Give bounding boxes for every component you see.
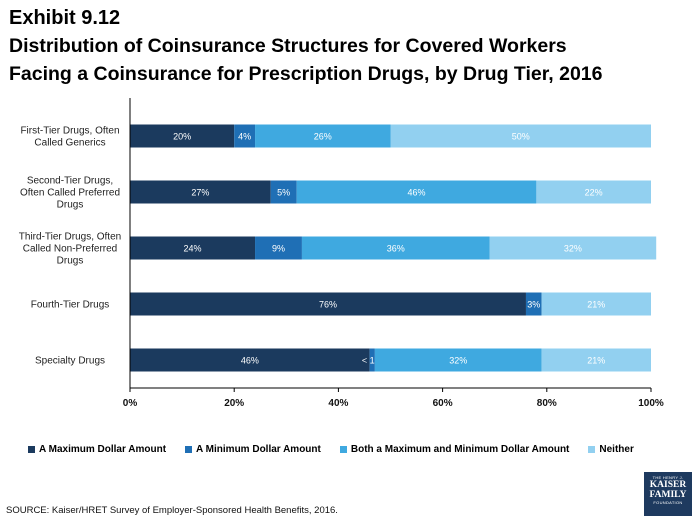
bar-segment <box>270 180 297 204</box>
data-label: 32% <box>449 356 467 366</box>
chart-title-line-2: Facing a Coinsurance for Prescription Dr… <box>9 63 603 85</box>
data-label: 4% <box>238 132 251 142</box>
category-label: Specialty Drugs <box>35 356 105 367</box>
data-label: 5% <box>277 188 290 198</box>
logo-kaiser: KAISER <box>649 480 687 490</box>
data-label: 21% <box>587 300 605 310</box>
legend-item: A Maximum Dollar Amount <box>28 444 166 455</box>
data-label: 22% <box>585 188 603 198</box>
data-label: 46% <box>408 188 426 198</box>
bar-segment <box>541 348 651 372</box>
bar-segment <box>369 348 375 372</box>
bar-segment <box>374 348 542 372</box>
bar-segment <box>130 348 370 372</box>
data-label: < 1% <box>362 356 383 366</box>
bar-segment <box>255 236 302 260</box>
legend-label: A Minimum Dollar Amount <box>196 444 321 455</box>
bar-segment <box>296 180 537 204</box>
bar-segment <box>130 180 271 204</box>
logo-family: FAMILY <box>649 490 687 500</box>
legend-swatch <box>185 446 193 453</box>
legend-label: Both a Maximum and Minimum Dollar Amount <box>350 444 570 455</box>
data-label: 3% <box>527 300 540 310</box>
data-label: 76% <box>319 300 337 310</box>
logo-bottom-text: FOUNDATION <box>653 500 683 505</box>
x-tick-label: 80% <box>537 398 557 409</box>
legend-swatch <box>339 446 347 453</box>
data-label: 9% <box>272 244 285 254</box>
bar-segment <box>130 236 256 260</box>
category-label: Second-Tier Drugs, Often Called Preferred… <box>20 176 120 211</box>
data-label: 32% <box>564 244 582 254</box>
data-label: 24% <box>184 244 202 254</box>
bar-segment <box>234 124 256 148</box>
bar-segment <box>541 292 651 316</box>
data-label: 46% <box>241 356 259 366</box>
category-label: Third-Tier Drugs, Often Called Non-Prefer… <box>19 232 121 267</box>
bar-segment <box>525 292 542 316</box>
legend-swatch <box>28 446 35 453</box>
chart-title-line-1: Distribution of Coinsurance Structures f… <box>9 35 567 57</box>
title-block: Exhibit 9.12 Distribution of Coinsurance… <box>9 4 602 88</box>
x-tick-label: 20% <box>224 398 244 409</box>
x-tick-label: 0% <box>123 398 138 409</box>
x-tick-label: 100% <box>638 398 664 409</box>
bar-segment <box>489 236 657 260</box>
exhibit-number: Exhibit 9.12 <box>9 7 121 29</box>
bar-segment <box>390 124 651 148</box>
stacked-bar-chart: First-Tier Drugs, Often Called Generics Se… <box>19 98 664 409</box>
legend-item: A Minimum Dollar Amount <box>185 444 321 455</box>
data-label: 27% <box>191 188 209 198</box>
x-tick-label: 60% <box>433 398 453 409</box>
category-label: First-Tier Drugs, Often Called Generics <box>20 126 119 149</box>
bar-segment <box>536 180 651 204</box>
data-label: 20% <box>173 132 191 142</box>
logo-top-text: THE HENRY J. <box>652 475 684 480</box>
data-label: 50% <box>512 132 530 142</box>
bar-segment <box>301 236 490 260</box>
kff-logo: THE HENRY J. KAISER FAMILY FOUNDATION <box>644 472 692 516</box>
x-tick-label: 40% <box>328 398 348 409</box>
legend-label: Neither <box>599 444 634 455</box>
bar-segment <box>130 292 526 316</box>
legend-label: A Maximum Dollar Amount <box>39 444 167 455</box>
data-label: 26% <box>314 132 332 142</box>
legend-swatch <box>588 446 596 453</box>
source-note: SOURCE: Kaiser/HRET Survey of Employer-S… <box>6 505 338 516</box>
legend-item: Both a Maximum and Minimum Dollar Amount <box>339 444 570 455</box>
data-label: 36% <box>387 244 405 254</box>
legend-item: Neither <box>588 444 634 455</box>
chart-legend: A Maximum Dollar Amount A Minimum Dollar … <box>28 444 653 455</box>
category-label: Fourth-Tier Drugs <box>31 300 110 311</box>
bar-segment <box>255 124 391 148</box>
data-label: 21% <box>587 356 605 366</box>
bar-segment <box>130 124 235 148</box>
